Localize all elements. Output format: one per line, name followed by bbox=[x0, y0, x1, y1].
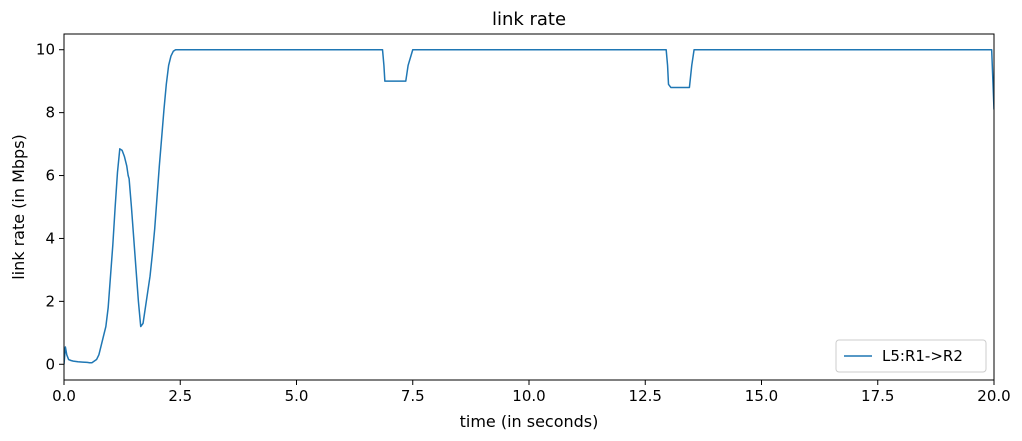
x-tick-label: 0.0 bbox=[52, 387, 76, 405]
x-tick-label: 2.5 bbox=[168, 387, 192, 405]
legend: L5:R1->R2 bbox=[835, 339, 987, 373]
y-tick-label: 2 bbox=[45, 292, 55, 310]
x-axis-title: time (in seconds) bbox=[460, 412, 599, 431]
x-tick-label: 10.0 bbox=[512, 387, 545, 405]
y-tick-label: 10 bbox=[36, 41, 55, 59]
y-tick-label: 4 bbox=[45, 229, 55, 247]
chart-title: link rate bbox=[492, 9, 566, 30]
y-axis-title: link rate (in Mbps) bbox=[9, 134, 28, 280]
x-tick-label: 15.0 bbox=[745, 387, 778, 405]
legend-box bbox=[835, 339, 987, 373]
x-tick-label: 20.0 bbox=[977, 387, 1010, 405]
x-tick-label: 5.0 bbox=[285, 387, 309, 405]
x-tick-label: 7.5 bbox=[401, 387, 425, 405]
x-tick-label: 12.5 bbox=[629, 387, 662, 405]
y-tick-label: 6 bbox=[45, 167, 55, 185]
legend-label-0: L5:R1->R2 bbox=[882, 347, 963, 365]
plot-area: 0.0 2.5 5.0 7.5 10.0 12.5 15.0 17.5 20.0 0 2 4 6 8 10 L… bbox=[36, 33, 1011, 405]
y-tick-label: 0 bbox=[45, 355, 55, 373]
series-line-0 bbox=[64, 48, 994, 365]
y-tick-label: 8 bbox=[45, 104, 55, 122]
x-tick-label: 17.5 bbox=[861, 387, 894, 405]
plot-frame bbox=[63, 33, 995, 381]
